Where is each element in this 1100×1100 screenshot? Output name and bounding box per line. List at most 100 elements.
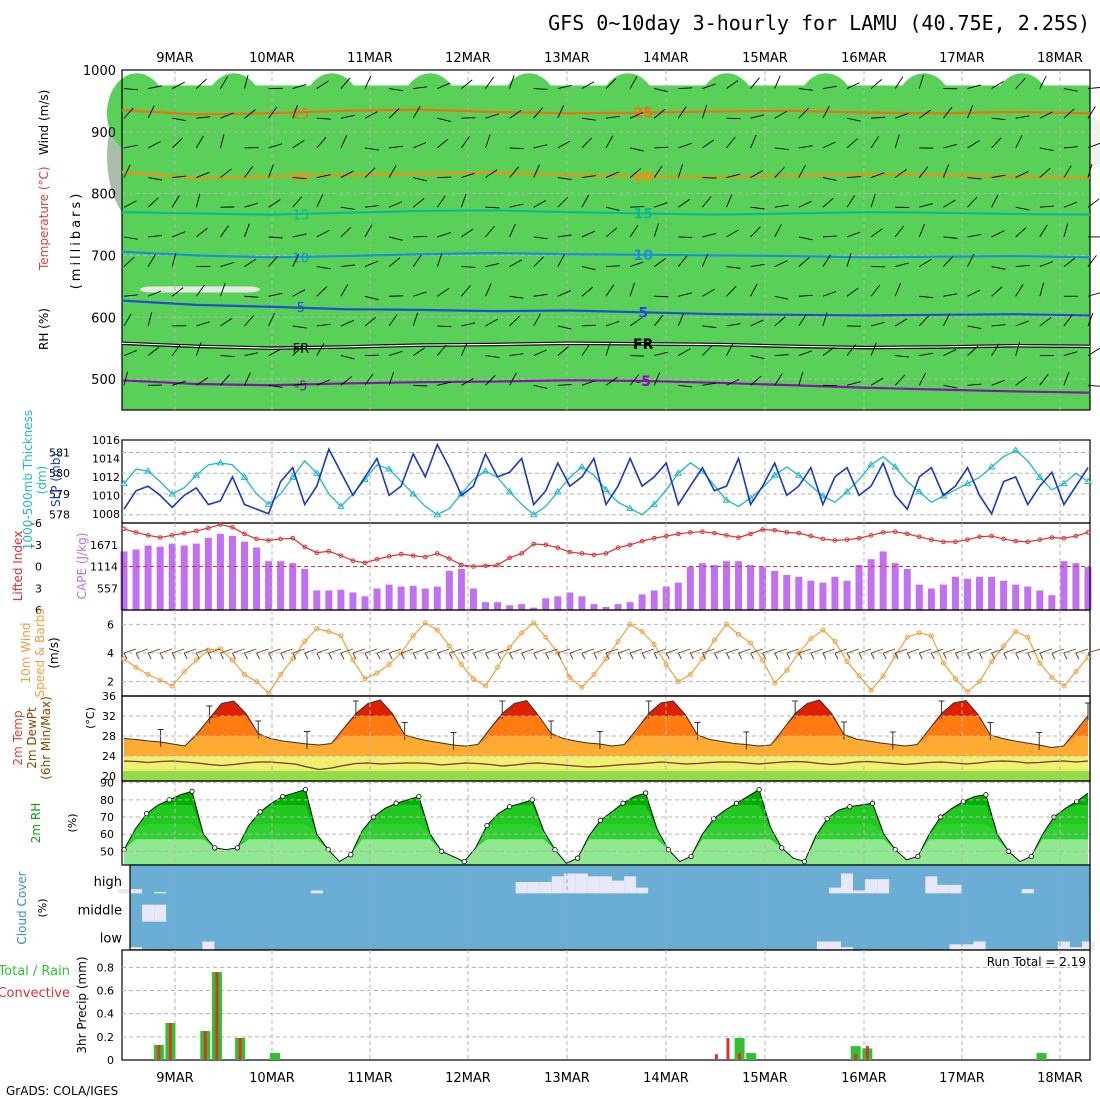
wind-barb [147,105,155,119]
wind-barb [171,287,184,297]
wind-speed-marker [567,674,573,680]
cape-bar [506,605,514,610]
cloud-low-bar [961,944,974,950]
wind-barb [557,384,572,386]
wind-barb [220,112,234,119]
date-label-bottom: 12MAR [445,1071,491,1086]
rh2m-area-low [124,839,1088,865]
wind-barb [148,85,162,89]
wind-speed-marker [916,630,922,636]
wind-speed-marker [651,641,657,647]
wind-barb [195,78,207,89]
li-marker [663,533,669,539]
isotherm-label: -5 [294,379,307,394]
thickness-marker [794,471,803,478]
wind-barb-10m [762,648,775,654]
wind-speed-marker [338,633,344,639]
isotherm-line [121,299,1091,317]
rh2m-unit-label: (%) [66,813,79,832]
wind-barb [485,169,498,178]
wind-barb-10m [123,648,137,654]
isotherm-label: 5 [297,301,305,316]
thickness-marker [987,463,996,470]
wind-barb [918,75,924,89]
slp-tick-label: 1014 [92,452,120,465]
wind-barb [292,104,298,119]
cape-bar [650,590,658,610]
wind-speed-marker [145,672,151,677]
thickness-marker [939,492,948,499]
wind-barb [822,347,835,356]
temp-unit-label: (°C) [84,707,97,729]
cape-bar [614,604,622,610]
thickness-marker [288,473,297,480]
wind-barb [943,349,957,357]
wind-speed-marker [603,656,609,662]
wind-barb-10m [738,648,751,654]
wind-speed-marker [772,680,778,686]
wind-barb [1087,142,1100,149]
precip-convective-bar [726,1038,730,1060]
li-marker [904,531,910,537]
wind-barb [244,295,259,298]
wind-barb-10m [521,652,526,660]
wind-barb-10m [509,652,514,660]
wind-speed-marker [928,633,934,639]
wind-barb [798,257,810,267]
wind-barb-10m [786,648,799,654]
pressure-tick-label: 500 [91,373,116,388]
wind-barb [1063,314,1073,327]
rh2m-marker [824,816,830,822]
wind-barb [123,107,134,119]
wind-speed-marker [675,679,681,685]
thickness-marker [144,467,152,474]
wind-barb-10m [425,648,438,654]
wind-barb [340,226,352,238]
wind-barb [1063,372,1070,386]
wind-barb [172,231,186,238]
cloud-high-bar [937,884,950,894]
wind-barb [1039,373,1049,386]
wind-barb-10m [883,648,896,654]
wind-barb [798,371,804,386]
wind-speed-marker [904,634,910,640]
wind-barb-10m [388,652,393,660]
wind-speed-marker [940,660,946,666]
wind-barb [919,109,931,119]
wind-barb [919,352,934,357]
wind-barb [991,343,1000,356]
wind10m-axis-label: Speed & Barbs [33,609,47,698]
wind-barb-10m [943,648,956,654]
wind-barb-10m [437,648,450,654]
wind-speed-marker [543,634,549,640]
wind-barb [268,384,283,388]
wind-barb [726,229,739,238]
wind-barb [774,316,786,327]
rh-surface-band [122,85,1090,411]
wind-barb [437,117,451,123]
wind-barb [171,138,183,149]
wind-barb-10m [232,648,245,654]
li-marker [1001,536,1006,542]
wind-barb [750,226,761,238]
wind-barb [774,260,788,267]
wind-barb-10m [364,652,369,660]
wind-barb [918,223,925,238]
li-marker [145,533,151,538]
li-marker [579,551,585,556]
wind-speed-marker [555,650,561,656]
li-marker [639,538,645,544]
wind-barb [943,106,953,119]
li-marker [278,536,283,542]
wind-barb-10m [557,648,570,654]
wind-barb [1015,171,1029,178]
rh2m-axis-label: 2m RH [29,803,43,844]
wind-barb [870,193,876,208]
wind-barb [894,283,901,297]
rh2m-marker [234,845,241,851]
wind-barb [533,384,548,389]
li-marker [880,530,886,535]
wind-speed-marker [181,669,187,675]
wind-barb [268,143,283,149]
wind-barb-10m [750,648,763,654]
